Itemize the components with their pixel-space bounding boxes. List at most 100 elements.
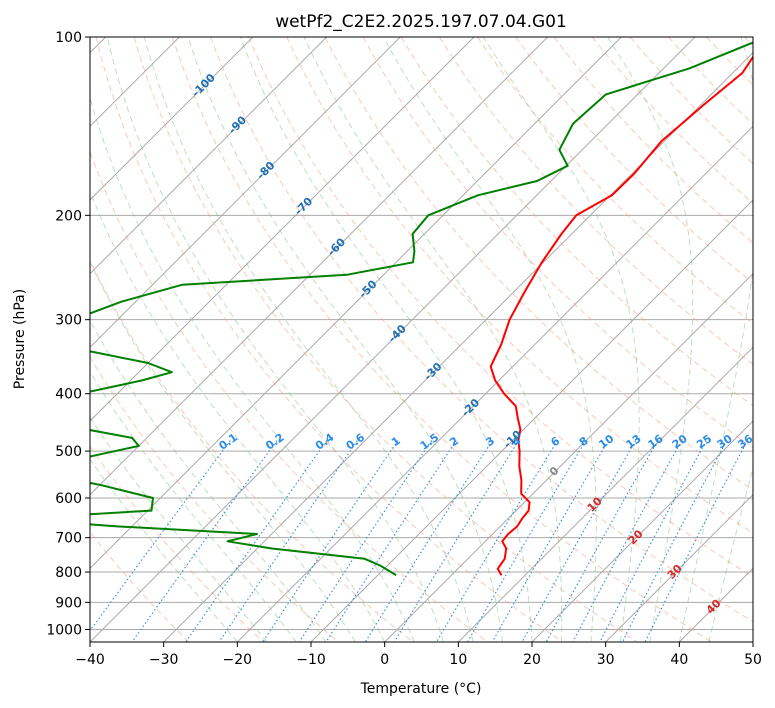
x-tick-label: −40 bbox=[75, 652, 105, 668]
moist-adiabat-line bbox=[90, 416, 268, 642]
dry-adiabat-line bbox=[706, 37, 753, 86]
y-axis-label: Pressure (hPa) bbox=[12, 289, 28, 389]
isotherm-line bbox=[90, 37, 622, 570]
dry-adiabat-line bbox=[90, 356, 339, 642]
axis-ticks: −40 −30 −20 −10 0 10 20 30 40 5010020030040050060… bbox=[46, 30, 762, 668]
dry-adiabat-line bbox=[248, 37, 753, 578]
dry-adiabat-line bbox=[210, 37, 753, 623]
y-tick-label: 300 bbox=[55, 313, 82, 329]
dry-adiabat-line bbox=[171, 37, 712, 642]
isotherm-line bbox=[90, 37, 696, 642]
x-tick-label: 50 bbox=[744, 652, 762, 668]
y-tick-label: 500 bbox=[55, 444, 82, 460]
mixing-ratio-label: 30 bbox=[715, 432, 735, 452]
moist-adiabat-line bbox=[90, 96, 415, 642]
dry-adiabat-line bbox=[591, 37, 753, 204]
y-tick-label: 600 bbox=[55, 491, 82, 507]
mixing-ratio-label: 3 bbox=[483, 434, 497, 449]
y-tick-label: 200 bbox=[55, 208, 82, 224]
isotherm-line bbox=[605, 493, 753, 642]
dry-adiabat-line bbox=[324, 37, 753, 491]
isotherm-label: -20 bbox=[459, 396, 482, 419]
isotherm-label: 20 bbox=[626, 527, 646, 547]
mixing-ratio-line bbox=[298, 440, 432, 642]
dry-adiabat-line bbox=[362, 37, 753, 449]
isotherm-label: -70 bbox=[292, 195, 315, 218]
isotherm-label: 10 bbox=[585, 494, 605, 514]
mixing-ratio-label: 25 bbox=[694, 432, 714, 451]
mixing-ratio-label: 13 bbox=[624, 432, 644, 451]
mixing-ratio-line bbox=[325, 440, 457, 642]
background-reference-lines bbox=[90, 37, 753, 642]
mixing-ratio-label: 2 bbox=[447, 434, 461, 449]
y-tick-label: 800 bbox=[55, 565, 82, 581]
mixing-ratio-line bbox=[435, 440, 558, 642]
isotherm-label: 30 bbox=[665, 562, 685, 582]
mixing-ratio-label: 0.1 bbox=[217, 431, 240, 453]
isotherm-label: 40 bbox=[704, 596, 724, 616]
y-tick-label: 400 bbox=[55, 387, 82, 403]
x-tick-label: 30 bbox=[597, 652, 615, 668]
dry-adiabat-line bbox=[286, 37, 753, 534]
moist-adiabat-line bbox=[303, 37, 563, 642]
dry-adiabat-line bbox=[553, 37, 753, 244]
mixing-ratio-line bbox=[521, 440, 637, 642]
dry-adiabat-line bbox=[90, 445, 264, 642]
mixing-ratio-line bbox=[364, 440, 493, 642]
mixing-ratio-line bbox=[599, 440, 707, 642]
moist-adiabat-line bbox=[90, 260, 356, 642]
mixing-ratio-label: 16 bbox=[646, 432, 666, 452]
dewpoint-profile-line bbox=[90, 41, 753, 577]
y-tick-label: 100 bbox=[55, 30, 82, 46]
dry-adiabat-line bbox=[668, 37, 753, 125]
moist-adiabat-line bbox=[90, 189, 386, 642]
moist-adiabat-line bbox=[90, 370, 297, 642]
isotherm-line bbox=[163, 51, 753, 642]
dry-adiabat-line bbox=[400, 37, 753, 407]
dry-adiabat-line bbox=[90, 150, 488, 642]
isotherm-label: -100 bbox=[189, 71, 218, 100]
dry-adiabat-line bbox=[744, 37, 753, 47]
x-axis-label: Temperature (°C) bbox=[360, 681, 482, 697]
mixing-ratio-label: 0.6 bbox=[344, 431, 368, 453]
moist-adiabat-line bbox=[90, 458, 238, 642]
mixing-ratio-label: 36 bbox=[735, 432, 755, 452]
isotherm-line bbox=[678, 567, 753, 642]
moist-adiabat-line bbox=[90, 319, 327, 642]
sounding-curves bbox=[90, 41, 753, 577]
isotherm-line bbox=[90, 37, 475, 422]
mixing-ratio-label: 20 bbox=[670, 432, 690, 452]
mixing-ratio-label: 10 bbox=[596, 432, 616, 452]
mixing-ratio-line bbox=[90, 440, 231, 632]
mixing-ratio-line bbox=[621, 440, 728, 642]
mixing-ratio-line bbox=[491, 440, 609, 642]
isotherm-label: 0 bbox=[547, 464, 562, 479]
x-tick-label: −20 bbox=[223, 652, 253, 668]
dry-adiabat-line bbox=[90, 259, 414, 642]
reference-line-labels: 0.1 0.2 0.4 0.6 1 1.5 2 3 4 6 8 10 13 16 20 25 30 36-100-… bbox=[189, 71, 755, 617]
moist-adiabat-line bbox=[482, 37, 640, 642]
isotherm-label: -80 bbox=[254, 159, 277, 182]
isotherm-line bbox=[384, 272, 753, 642]
isotherm-line bbox=[752, 641, 753, 642]
isotherm-line bbox=[90, 37, 254, 201]
x-tick-label: −30 bbox=[149, 652, 179, 668]
mixing-ratio-line bbox=[545, 440, 659, 642]
mixing-ratio-line bbox=[185, 440, 328, 642]
moist-adiabat-line bbox=[383, 37, 597, 642]
moist-adiabat-line bbox=[106, 37, 445, 642]
isotherm-line bbox=[90, 37, 401, 349]
plot-frame bbox=[89, 36, 754, 643]
x-tick-label: 20 bbox=[523, 652, 541, 668]
dry-adiabat-line bbox=[438, 37, 753, 366]
mixing-ratio-label: 1 bbox=[389, 434, 403, 449]
mixing-ratio-line bbox=[467, 440, 587, 642]
isotherm-line bbox=[236, 125, 753, 642]
isotherm-label: -50 bbox=[356, 277, 379, 300]
mixing-ratio-line bbox=[644, 440, 748, 642]
moist-adiabat-line bbox=[678, 37, 753, 642]
isotherm-label: -90 bbox=[226, 113, 249, 136]
x-tick-label: 40 bbox=[670, 652, 688, 668]
y-tick-label: 700 bbox=[55, 531, 82, 547]
